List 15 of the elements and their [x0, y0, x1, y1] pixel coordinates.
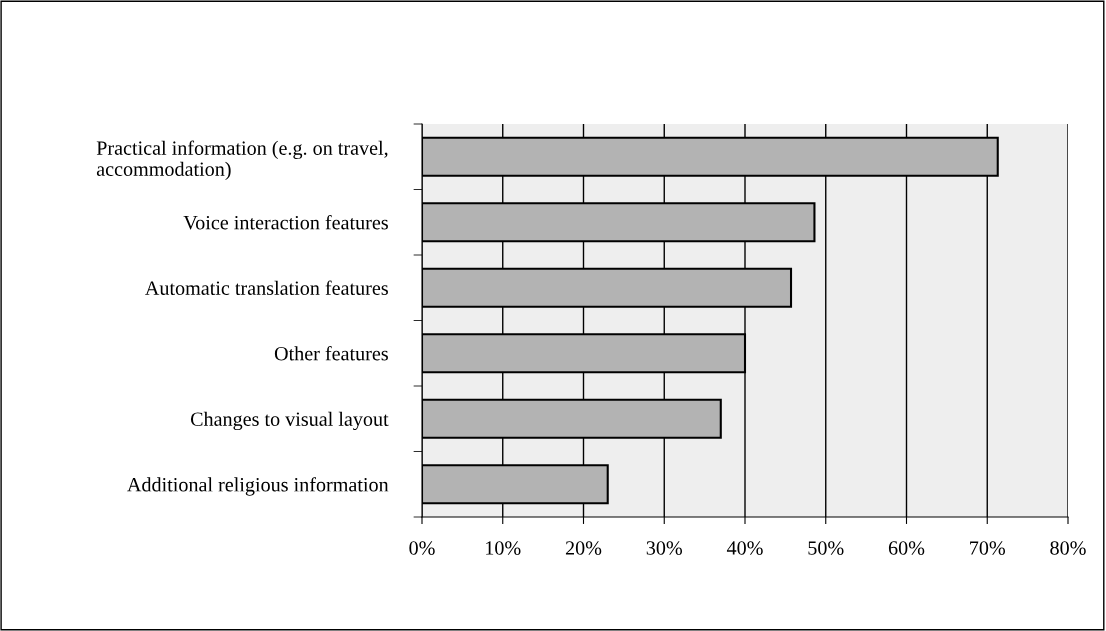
x-tick-label: 40% — [726, 541, 763, 555]
y-tick-label: Automatic translation features — [145, 280, 388, 295]
x-tick-label: 0% — [409, 541, 435, 555]
y-tick-label: Changes to visual layout — [190, 411, 389, 431]
x-tick-label: 60% — [888, 541, 925, 555]
y-tick-label: Other features — [274, 346, 388, 361]
x-tick-label: 70% — [970, 541, 1006, 555]
y-tick-label: Additional religious information — [127, 477, 389, 496]
x-tick-label: 80% — [1050, 541, 1086, 555]
y-tick-label: Voice interaction features — [183, 215, 388, 230]
x-tick-label: 20% — [565, 541, 602, 555]
x-tick-label: 50% — [808, 541, 844, 555]
x-tick-label: 30% — [646, 541, 683, 555]
y-tick-label: Practical information (e.g. on travel, accommodation) — [96, 140, 388, 181]
x-tick-label: 10% — [486, 541, 521, 555]
